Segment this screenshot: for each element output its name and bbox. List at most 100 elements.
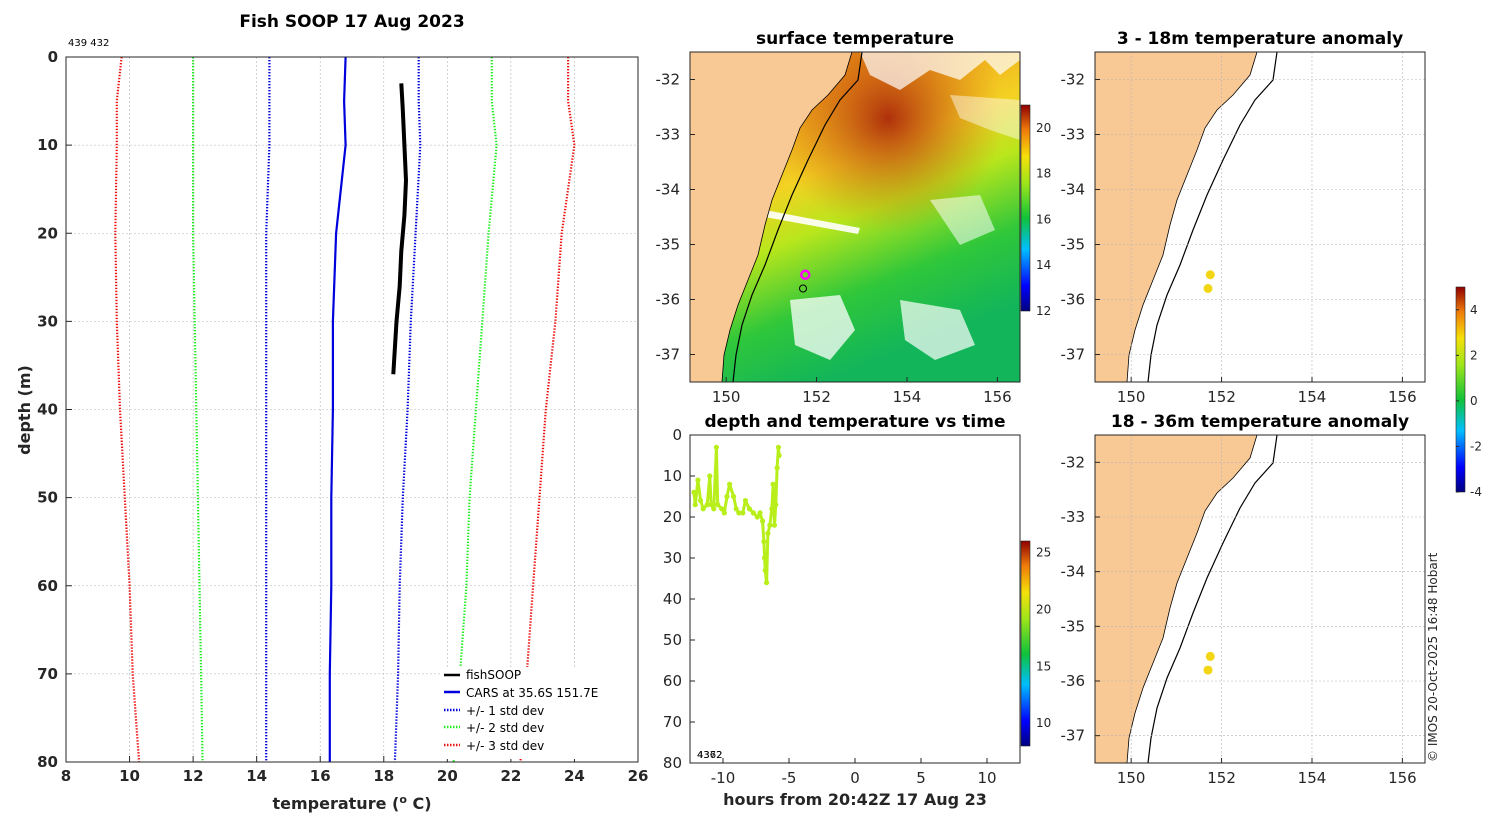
x-tick-label: 18 bbox=[373, 767, 394, 785]
depth-point bbox=[695, 477, 701, 483]
x-tick-label: 5 bbox=[916, 769, 926, 787]
y-tick-label: -34 bbox=[656, 181, 681, 199]
isobath-line bbox=[1147, 435, 1278, 763]
depth-time-panel: depth and temperature vs time -10 -5 0 5 10 0… bbox=[663, 412, 1051, 809]
y-tick-label: -35 bbox=[656, 236, 681, 254]
depth-point bbox=[724, 493, 730, 500]
depth-point bbox=[700, 506, 706, 512]
y-tick-label: -37 bbox=[656, 346, 681, 364]
coastline-land bbox=[1095, 52, 1258, 382]
x-tick-label: 156 bbox=[1388, 388, 1417, 406]
y-tick-label: -33 bbox=[1061, 508, 1086, 526]
y-tick-label: -35 bbox=[1061, 236, 1086, 254]
depth-point bbox=[730, 493, 737, 500]
x-tick-label: 152 bbox=[1207, 388, 1236, 406]
depth-point bbox=[773, 502, 779, 508]
depth-point bbox=[715, 502, 721, 508]
depth-point bbox=[719, 506, 725, 512]
depth-point bbox=[770, 481, 776, 487]
sst-map-axes bbox=[689, 51, 1021, 383]
y-tick-label: 60 bbox=[37, 577, 58, 595]
x-tick-label: 16 bbox=[310, 767, 331, 785]
x-tick-label: 8 bbox=[61, 767, 71, 785]
y-tick-label: 20 bbox=[663, 508, 682, 526]
depth-track-line bbox=[692, 445, 781, 585]
colorbar-tick-label: 10 bbox=[1036, 716, 1051, 730]
profile-panel: Fish SOOP 17 Aug 2023 439 432 8 10 12 14 16 1… bbox=[15, 12, 648, 813]
sst-colorbar bbox=[1020, 104, 1031, 312]
series-line bbox=[114, 56, 141, 763]
x-tick-label: 154 bbox=[1298, 769, 1327, 787]
depth-point bbox=[762, 567, 768, 573]
series-line bbox=[452, 57, 498, 763]
anomaly-point bbox=[1205, 651, 1215, 661]
depth-point bbox=[740, 510, 746, 516]
y-tick-label: 50 bbox=[37, 489, 58, 507]
colorbar-tick-label: 12 bbox=[1036, 304, 1051, 318]
depth-point bbox=[707, 473, 713, 479]
y-tick-label: 40 bbox=[37, 401, 58, 419]
y-tick-label: 70 bbox=[37, 665, 58, 683]
depth-point bbox=[761, 555, 768, 561]
y-tick-label: 10 bbox=[663, 467, 682, 485]
sst-cloud-gap bbox=[950, 95, 1020, 140]
colorbar-tick-label: 18 bbox=[1036, 167, 1051, 181]
profile-xlabel: temperature (o C) bbox=[272, 793, 431, 813]
y-tick-label: -34 bbox=[1061, 563, 1086, 581]
depth-time-axes bbox=[689, 434, 1021, 764]
y-tick-label: -35 bbox=[1061, 617, 1086, 635]
depth-time-corner-label: 4362 bbox=[697, 750, 722, 761]
colorbar-tick-label: 20 bbox=[1036, 121, 1051, 135]
y-tick-label: -37 bbox=[1061, 346, 1086, 364]
x-tick-label: 10 bbox=[977, 769, 996, 787]
anomaly-colorbar bbox=[1455, 286, 1466, 493]
y-tick-label: -33 bbox=[656, 126, 681, 144]
y-tick-label: 80 bbox=[663, 754, 682, 772]
x-tick-label: 12 bbox=[183, 767, 204, 785]
y-tick-label: 0 bbox=[48, 48, 58, 66]
depth-point bbox=[763, 580, 770, 586]
depth-point bbox=[757, 510, 763, 516]
depth-point bbox=[776, 452, 782, 459]
y-tick-label: -33 bbox=[1061, 126, 1086, 144]
sst-cloud-gap bbox=[860, 52, 1020, 90]
x-tick-label: 150 bbox=[712, 388, 741, 406]
depth-point bbox=[774, 465, 780, 471]
depth-point bbox=[769, 506, 775, 512]
series-line bbox=[391, 83, 408, 375]
colorbar-tick-label: -4 bbox=[1470, 485, 1482, 499]
series-line bbox=[265, 57, 271, 762]
series-line bbox=[393, 57, 422, 763]
footer-credit: © IMOS 20-Oct-2025 16:48 Hobart bbox=[1426, 552, 1440, 762]
legend-entry: +/- 2 std dev bbox=[466, 721, 544, 735]
legend-entry: +/- 1 std dev bbox=[466, 704, 544, 718]
depth-point bbox=[760, 518, 766, 524]
y-tick-label: 10 bbox=[37, 136, 58, 154]
depth-point bbox=[771, 522, 778, 528]
colorbar-tick-label: 25 bbox=[1036, 545, 1051, 559]
depth-time-title: depth and temperature vs time bbox=[705, 412, 1006, 432]
anomaly-point bbox=[1203, 284, 1213, 293]
depth-point bbox=[713, 444, 720, 450]
x-tick-label: 156 bbox=[1388, 769, 1417, 787]
y-tick-label: -37 bbox=[1061, 727, 1086, 745]
x-tick-label: 152 bbox=[802, 388, 831, 406]
profile-legend: fishSOOP CARS at 35.6S 151.7E +/- 1 std … bbox=[440, 667, 636, 759]
x-tick-label: 150 bbox=[1117, 769, 1146, 787]
y-tick-label: 20 bbox=[37, 224, 58, 242]
legend-entry: fishSOOP bbox=[466, 668, 521, 682]
profile-corner-label: 439 432 bbox=[68, 38, 109, 49]
anomaly-colorbar-group: -4 -2 0 2 4 bbox=[1455, 286, 1482, 499]
depth-point bbox=[733, 506, 739, 512]
depth-point bbox=[742, 498, 749, 504]
sst-cloud-gap bbox=[900, 300, 975, 360]
y-tick-label: 40 bbox=[663, 590, 682, 608]
sst-cloud-gap bbox=[790, 295, 855, 360]
colorbar-tick-label: 14 bbox=[1036, 258, 1051, 272]
y-tick-label: 30 bbox=[663, 549, 682, 567]
series-line bbox=[192, 57, 204, 763]
colorbar-tick-label: 20 bbox=[1036, 602, 1051, 616]
x-tick-label: 24 bbox=[564, 767, 585, 785]
coastline-land bbox=[690, 52, 853, 382]
y-tick-label: -36 bbox=[1061, 672, 1086, 690]
